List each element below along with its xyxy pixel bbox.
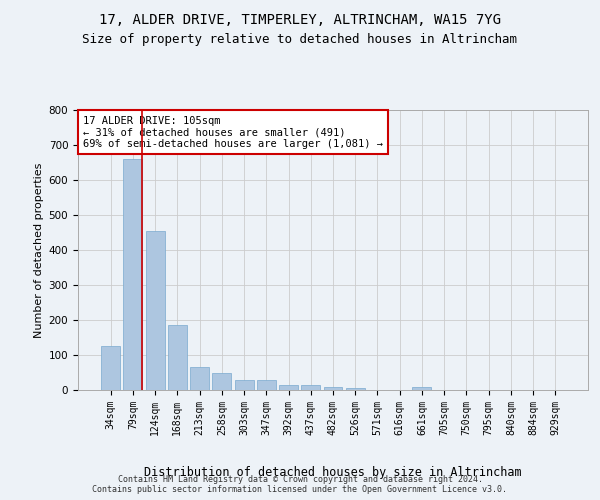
Bar bbox=[212, 372, 231, 390]
Bar bbox=[124, 159, 142, 390]
Bar bbox=[101, 346, 120, 390]
Bar bbox=[168, 325, 187, 390]
Text: Size of property relative to detached houses in Altrincham: Size of property relative to detached ho… bbox=[83, 32, 517, 46]
Text: Distribution of detached houses by size in Altrincham: Distribution of detached houses by size … bbox=[144, 466, 522, 479]
Bar bbox=[279, 385, 298, 390]
Text: Contains HM Land Registry data © Crown copyright and database right 2024.
Contai: Contains HM Land Registry data © Crown c… bbox=[92, 474, 508, 494]
Bar bbox=[412, 386, 431, 390]
Bar bbox=[301, 385, 320, 390]
Y-axis label: Number of detached properties: Number of detached properties bbox=[34, 162, 44, 338]
Text: 17, ALDER DRIVE, TIMPERLEY, ALTRINCHAM, WA15 7YG: 17, ALDER DRIVE, TIMPERLEY, ALTRINCHAM, … bbox=[99, 12, 501, 26]
Bar bbox=[257, 380, 276, 390]
Bar bbox=[235, 380, 254, 390]
Bar bbox=[346, 388, 365, 390]
Bar bbox=[190, 367, 209, 390]
Bar bbox=[323, 386, 343, 390]
Bar bbox=[146, 231, 164, 390]
Text: 17 ALDER DRIVE: 105sqm
← 31% of detached houses are smaller (491)
69% of semi-de: 17 ALDER DRIVE: 105sqm ← 31% of detached… bbox=[83, 116, 383, 149]
